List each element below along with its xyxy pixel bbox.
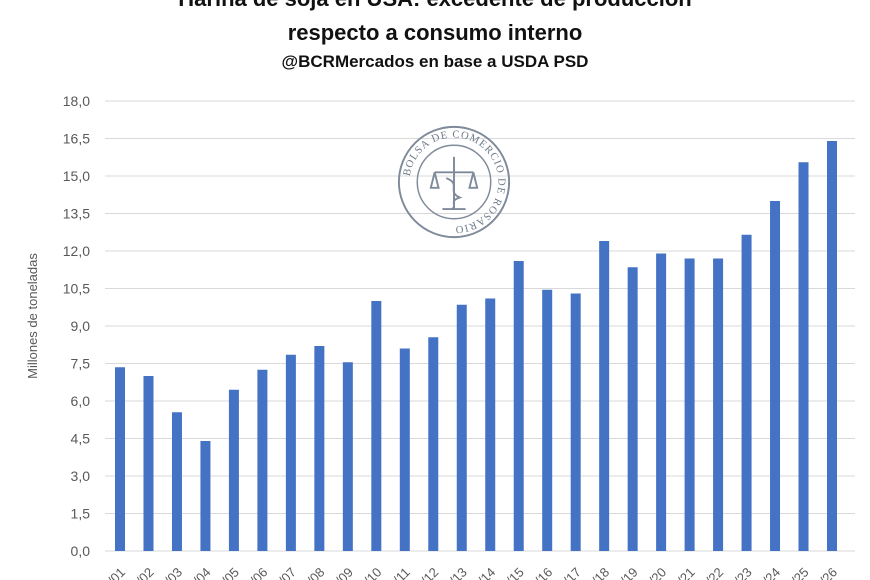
bar [656, 253, 667, 551]
x-tick-label: /18 [589, 565, 612, 580]
x-tick-label: /21 [674, 565, 697, 580]
bar [314, 346, 325, 551]
y-tick-label: 16,5 [63, 131, 90, 147]
bar [371, 301, 382, 551]
bar [143, 376, 154, 551]
x-tick-label: /22 [703, 565, 726, 580]
bar [115, 367, 125, 551]
y-tick-label: 13,5 [63, 206, 90, 222]
y-tick-label: 18,0 [63, 93, 90, 109]
y-tick-label: 9,0 [71, 318, 91, 334]
x-tick-label: /17 [560, 565, 583, 580]
bar [599, 241, 610, 551]
x-tick-label: /01 [105, 565, 128, 580]
bar [713, 258, 724, 551]
bcr-seal-logo: BOLSA DE COMERCIO DE ROSARIO [397, 125, 511, 239]
y-tick-label: 3,0 [71, 468, 91, 484]
bar [741, 234, 752, 551]
y-axis-label: Millones de toneladas [25, 253, 40, 379]
bar [542, 289, 553, 551]
y-tick-label: 6,0 [71, 393, 91, 409]
bar [399, 348, 410, 551]
x-tick-label: /25 [788, 565, 811, 580]
bar [770, 201, 781, 551]
x-tick-label: /04 [190, 565, 213, 580]
x-tick-label: /07 [276, 565, 299, 580]
bars [115, 141, 837, 551]
x-tick-label: /12 [418, 565, 441, 580]
x-tick-label: /05 [219, 565, 242, 580]
bar [627, 267, 638, 551]
y-tick-label: 12,0 [63, 243, 90, 259]
bar [428, 337, 439, 551]
x-tick-label: /10 [361, 565, 384, 580]
x-tick-label: /09 [333, 565, 356, 580]
x-tick-label: /24 [760, 565, 783, 580]
x-tick-label: /06 [247, 565, 270, 580]
x-tick-label: /15 [503, 565, 526, 580]
y-tick-label: 10,5 [63, 281, 90, 297]
bar [570, 293, 581, 551]
x-tick-label: /08 [304, 565, 327, 580]
bar [827, 141, 837, 551]
x-tick-label: /16 [532, 565, 555, 580]
bar [485, 298, 496, 551]
x-tick-label: /20 [646, 565, 669, 580]
x-axis-ticks: /01/02/03/04/05/06/07/08/09/10/11/12/13 /… [105, 565, 840, 580]
x-tick-label: /14 [475, 565, 498, 580]
x-tick-label: /13 [446, 565, 469, 580]
x-tick-label: /23 [731, 565, 754, 580]
x-tick-label: /03 [162, 565, 185, 580]
bar [171, 412, 182, 551]
x-tick-label: /19 [617, 565, 640, 580]
chart-subtitle: @BCRMercados en base a USDA PSD [281, 52, 589, 71]
bar [684, 258, 695, 551]
y-tick-label: 1,5 [71, 506, 91, 522]
x-tick-label: /11 [390, 565, 413, 580]
y-tick-label: 0,0 [71, 543, 91, 559]
x-tick-label: /26 [817, 565, 840, 580]
chart-title-line2: respecto a consumo interno [287, 20, 583, 45]
bar [257, 369, 268, 551]
bar [342, 362, 353, 551]
bar [285, 354, 296, 551]
bar [798, 162, 809, 551]
bar [456, 304, 467, 551]
y-tick-label: 7,5 [71, 356, 91, 372]
bar [200, 441, 211, 551]
y-tick-label: 4,5 [71, 431, 91, 447]
y-tick-label: 15,0 [63, 168, 90, 184]
y-axis-ticks: 0,0 1,5 3,0 4,5 6,0 7,5 9,0 10,5 12,0 13,5 15,0 16,… [63, 93, 90, 559]
bar [513, 261, 524, 551]
bar [228, 389, 239, 551]
chart-title-line1: Harina de soja en USA: excedente de prod… [0, 0, 870, 12]
x-tick-label: /02 [133, 565, 156, 580]
